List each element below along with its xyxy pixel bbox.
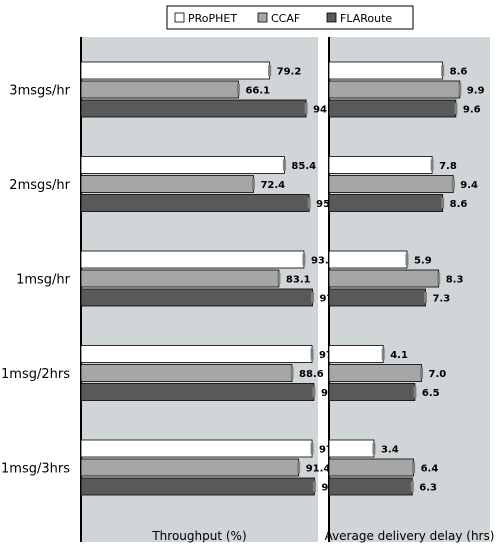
category-label: 1msg/hr bbox=[16, 273, 71, 288]
legend-swatch bbox=[174, 12, 185, 23]
data-label: 9.6 bbox=[463, 105, 481, 116]
legend-label: PRoPHET bbox=[188, 12, 237, 25]
data-label: 8.6 bbox=[450, 199, 468, 210]
data-label: 83.1 bbox=[286, 275, 311, 286]
bar-ccaf-1msg-2hrs bbox=[328, 364, 422, 382]
bar-ccaf-1msg-2hrs bbox=[80, 364, 293, 382]
data-label: 6.5 bbox=[422, 388, 440, 399]
bar-prophet-1msg-3hrs bbox=[328, 439, 375, 458]
axis-labels: Throughput (%) Average delivery delay (hr… bbox=[151, 529, 494, 543]
data-label: 91.4 bbox=[306, 464, 331, 475]
legend-swatch bbox=[326, 12, 337, 23]
data-label: 66.1 bbox=[245, 86, 270, 97]
bar-prophet-1msg-3hrs bbox=[80, 439, 313, 458]
data-label: 85.4 bbox=[291, 161, 316, 172]
legend-entry-ccaf: CCAF bbox=[257, 12, 300, 25]
bar-flaroute-1msg-3hrs bbox=[328, 477, 413, 496]
bar-ccaf-1msg-hr bbox=[328, 269, 440, 288]
legend-label: FLARoute bbox=[340, 12, 392, 25]
data-label: 4.1 bbox=[390, 350, 408, 361]
bar-ccaf-1msg-hr bbox=[80, 269, 280, 288]
data-label: 72.4 bbox=[260, 180, 285, 191]
data-label: 7.8 bbox=[439, 161, 457, 172]
bar-flaroute-3msgs-hr bbox=[80, 99, 307, 118]
bar-prophet-1msg-2hrs bbox=[328, 345, 384, 363]
legend-entry-prophet: PRoPHET bbox=[174, 12, 237, 25]
panel-average-delivery-delay-hrs: 8.6 9.9 9.6 7.89.4 8.6 5.9 8.3 7.3 4.1 7.0 6.5 3.4 6… bbox=[328, 37, 490, 542]
bar-flaroute-1msg-hr bbox=[328, 288, 426, 307]
bar-ccaf-2msgs-hr bbox=[80, 175, 254, 193]
bar-flaroute-1msg-3hrs bbox=[80, 477, 315, 496]
bar-prophet-2msgs-hr bbox=[328, 156, 433, 174]
data-label: 7.3 bbox=[432, 294, 450, 305]
data-label: 3.4 bbox=[381, 445, 399, 456]
bar-flaroute-1msg-2hrs bbox=[328, 383, 416, 401]
category-label: 1msg/2hrs bbox=[1, 367, 70, 382]
legend: PRoPHET CCAF FLARoute bbox=[166, 5, 414, 30]
bar-prophet-1msg-hr bbox=[80, 250, 305, 269]
chart-panels: 79.266.194.585.472.495.893.683.197.297.0… bbox=[80, 37, 490, 542]
bar-flaroute-2msgs-hr bbox=[328, 194, 444, 212]
category-label: 1msg/3hrs bbox=[1, 462, 70, 477]
legend-entry-flaroute: FLARoute bbox=[326, 12, 392, 25]
data-label: 8.3 bbox=[446, 275, 464, 286]
bar-prophet-1msg-2hrs bbox=[80, 345, 313, 363]
bar-prophet-1msg-hr bbox=[328, 250, 408, 269]
bar-flaroute-2msgs-hr bbox=[80, 194, 310, 212]
data-label: 88.6 bbox=[299, 369, 324, 380]
legend-swatch bbox=[257, 12, 268, 23]
legend-box bbox=[166, 5, 414, 30]
data-label: 7.0 bbox=[429, 369, 447, 380]
bar-ccaf-1msg-3hrs bbox=[328, 458, 414, 477]
bar-flaroute-1msg-hr bbox=[80, 288, 313, 307]
category-label: 2msgs/hr bbox=[9, 178, 70, 193]
bar-ccaf-3msgs-hr bbox=[80, 80, 239, 99]
bar-prophet-3msgs-hr bbox=[80, 61, 271, 80]
data-label: 5.9 bbox=[414, 256, 432, 267]
data-label: 8.6 bbox=[450, 67, 468, 78]
category-label: 3msgs/hr bbox=[9, 84, 70, 99]
x-axis-label: Average delivery delay (hrs) bbox=[325, 529, 495, 543]
bar-prophet-2msgs-hr bbox=[80, 156, 285, 174]
bar-prophet-3msgs-hr bbox=[328, 61, 444, 80]
bar-ccaf-1msg-3hrs bbox=[80, 458, 300, 477]
bar-flaroute-1msg-2hrs bbox=[80, 383, 315, 401]
bar-ccaf-3msgs-hr bbox=[328, 80, 461, 99]
data-label: 6.4 bbox=[421, 464, 439, 475]
data-label: 6.3 bbox=[419, 483, 437, 494]
bar-ccaf-2msgs-hr bbox=[328, 175, 454, 193]
bar-flaroute-3msgs-hr bbox=[328, 99, 457, 118]
data-label: 9.9 bbox=[467, 86, 485, 97]
data-label: 94.5 bbox=[313, 105, 338, 116]
legend-label: CCAF bbox=[271, 12, 300, 25]
data-label: 93.6 bbox=[311, 256, 336, 267]
category-labels: 3msgs/hr 2msgs/hr 1msg/hr 1msg/2hrs 1msg/3hr… bbox=[1, 84, 71, 477]
panel-throughput: 79.266.194.585.472.495.893.683.197.297.0… bbox=[80, 37, 346, 542]
x-axis-label: Throughput (%) bbox=[151, 529, 246, 543]
data-label: 79.2 bbox=[277, 67, 302, 78]
data-label: 9.4 bbox=[460, 180, 478, 191]
